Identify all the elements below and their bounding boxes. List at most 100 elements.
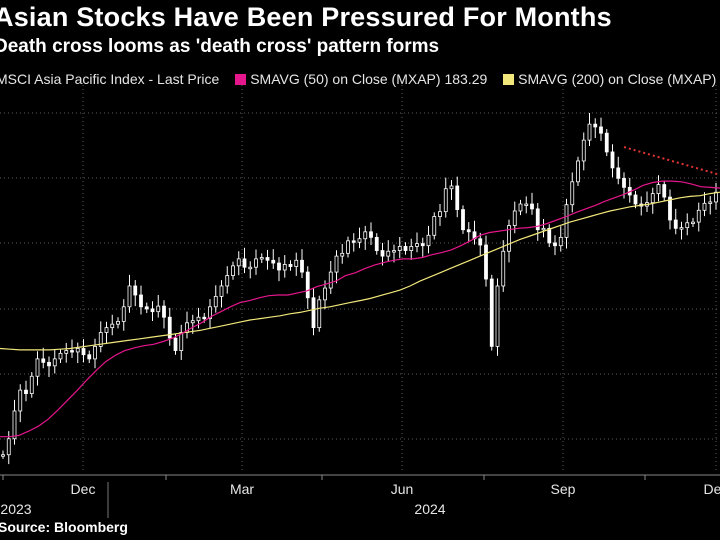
legend-swatch-sma200	[503, 74, 515, 85]
price-body-54	[311, 297, 316, 329]
price-body-116	[668, 196, 672, 221]
price-body-42	[242, 258, 247, 268]
price-body-79	[455, 185, 460, 210]
price-body-114	[656, 184, 661, 195]
price-body-21	[121, 306, 126, 322]
price-body-40	[231, 265, 235, 276]
price-body-33	[190, 320, 195, 324]
price-body-8	[47, 361, 51, 367]
price-body-72	[415, 243, 419, 247]
price-body-15	[87, 354, 92, 360]
price-body-18	[104, 327, 109, 333]
price-body-49	[282, 264, 287, 271]
price-body-86	[495, 285, 500, 347]
price-body-84	[484, 244, 488, 280]
price-body-55	[317, 299, 322, 329]
price-body-119	[685, 222, 690, 229]
x-tick-label-4: Dec	[704, 481, 720, 497]
price-body-10	[58, 352, 63, 360]
price-body-34	[196, 316, 201, 322]
price-body-64	[369, 231, 373, 238]
price-body-56	[323, 287, 327, 301]
price-body-25	[144, 306, 149, 310]
price-body-87	[501, 250, 506, 287]
legend-label-price: MSCI Asia Pacific Index - Last Price	[0, 71, 220, 87]
price-body-63	[363, 231, 368, 240]
x-tick-label-1: Mar	[230, 481, 254, 497]
price-body-83	[478, 238, 483, 246]
price-body-120	[691, 221, 695, 224]
price-body-80	[461, 209, 465, 231]
legend-swatch-sma50	[235, 74, 247, 85]
price-body-100	[576, 160, 580, 183]
price-body-73	[420, 243, 425, 247]
price-body-66	[380, 250, 385, 257]
x-tick-label-3: Sep	[551, 481, 576, 497]
price-body-36	[208, 306, 212, 320]
chart-subtitle: Death cross looms as 'death cross' patte…	[0, 36, 440, 57]
price-body-16	[93, 345, 97, 360]
price-body-47	[271, 259, 276, 264]
price-body-62	[357, 238, 362, 243]
price-body-27	[156, 305, 161, 313]
price-body-70	[403, 245, 408, 251]
price-body-121	[696, 209, 701, 223]
price-body-67	[386, 250, 391, 257]
price-body-117	[673, 219, 678, 229]
legend-item-sma50: SMAVG (50) on Close (MXAP) 183.29	[235, 71, 487, 87]
price-body-53	[305, 271, 310, 299]
price-body-93	[535, 208, 540, 231]
price-body-57	[328, 271, 333, 289]
price-body-50	[288, 264, 293, 267]
price-body-99	[570, 181, 575, 206]
price-body-3	[18, 389, 23, 412]
price-body-20	[116, 320, 120, 325]
price-body-78	[449, 185, 454, 190]
price-body-85	[489, 278, 494, 347]
sma50-line	[0, 180, 720, 438]
sma200-line	[0, 191, 720, 351]
price-body-91	[524, 203, 529, 206]
price-body-61	[351, 240, 356, 243]
price-body-101	[581, 139, 586, 162]
price-body-0	[1, 454, 5, 457]
legend-label-sma50: SMAVG (50) on Close (MXAP) 183.29	[250, 71, 488, 87]
price-body-35	[202, 316, 207, 320]
price-body-26	[150, 308, 155, 313]
price-body-122	[702, 202, 707, 211]
price-body-14	[81, 348, 86, 356]
price-body-74	[426, 234, 431, 247]
price-body-107	[616, 167, 621, 179]
chart-legend: MSCI Asia Pacific Index - Last Price SMA…	[0, 71, 720, 87]
price-body-22	[127, 285, 132, 308]
price-body-104	[599, 126, 603, 134]
price-body-92	[530, 203, 534, 210]
price-body-31	[179, 332, 184, 351]
trend-line	[623, 146, 720, 176]
price-body-11	[64, 350, 69, 354]
price-body-7	[41, 358, 46, 363]
x-tick-label-2: Jun	[391, 481, 414, 497]
price-body-115	[662, 184, 667, 198]
price-body-105	[604, 132, 609, 153]
price-body-59	[340, 252, 345, 257]
price-body-38	[219, 285, 224, 297]
price-body-118	[679, 227, 684, 230]
price-body-89	[512, 210, 517, 226]
price-body-102	[587, 123, 592, 141]
price-body-23	[133, 285, 138, 296]
price-body-52	[300, 259, 304, 273]
price-body-5	[29, 375, 34, 395]
price-body-106	[610, 151, 615, 169]
price-body-2	[12, 410, 17, 440]
price-body-9	[52, 358, 57, 367]
price-body-95	[547, 227, 552, 244]
price-body-1	[6, 438, 11, 456]
price-body-44	[254, 258, 258, 268]
price-body-123	[708, 201, 713, 204]
price-body-43	[248, 266, 253, 270]
chart-title: Asian Stocks Have Been Pressured For Mon…	[0, 2, 612, 32]
price-body-98	[564, 204, 569, 238]
price-body-12	[70, 350, 74, 353]
price-body-58	[334, 255, 339, 273]
